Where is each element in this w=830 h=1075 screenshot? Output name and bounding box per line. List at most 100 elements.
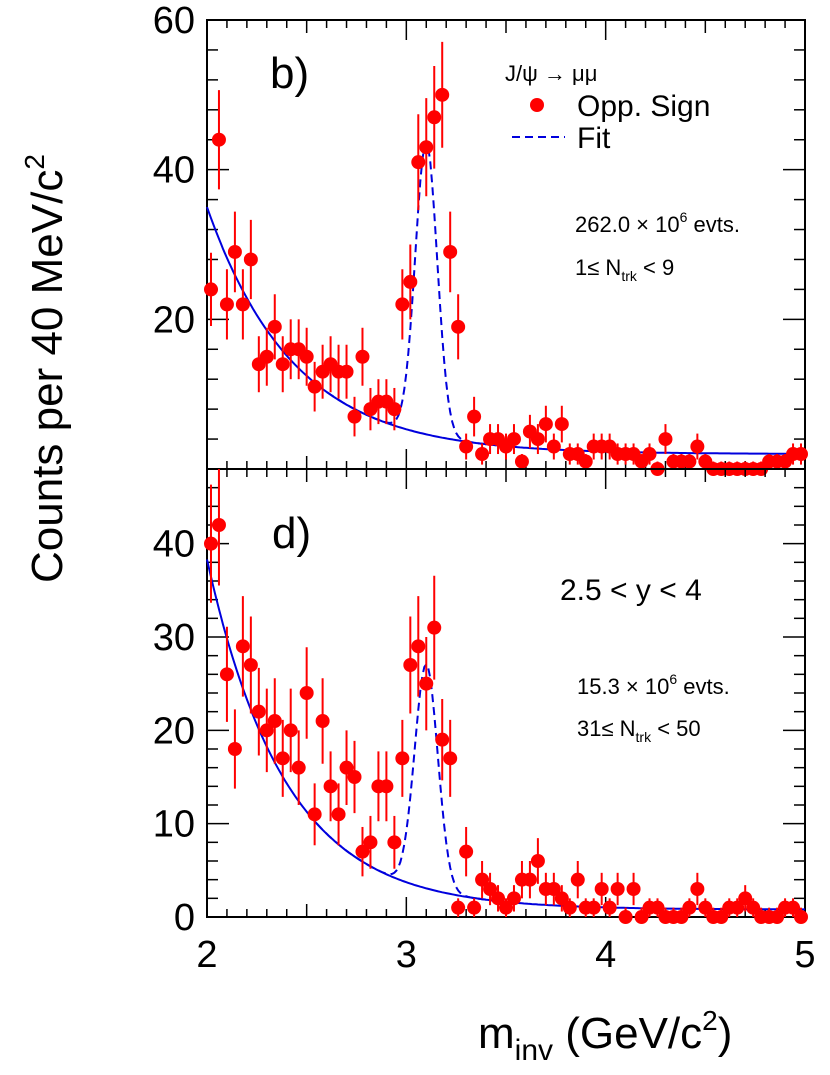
data-point xyxy=(243,658,258,672)
data-point xyxy=(451,319,466,334)
data-point xyxy=(259,723,274,738)
data-point xyxy=(506,891,521,906)
data-point xyxy=(219,297,234,312)
data-point xyxy=(395,297,410,312)
data-point xyxy=(530,854,545,868)
data-point xyxy=(690,882,705,896)
data-point xyxy=(491,891,506,906)
panel-b-label: b) xyxy=(270,49,309,98)
data-point xyxy=(307,807,322,822)
data-point xyxy=(634,910,649,924)
data-point xyxy=(251,704,266,719)
data-point xyxy=(435,87,450,102)
legend-label-fit: Fit xyxy=(577,122,611,155)
data-point xyxy=(267,714,282,728)
data-point xyxy=(259,349,274,364)
data-point xyxy=(299,686,314,700)
panel-d-events-sup: 6 xyxy=(669,671,677,687)
data-point xyxy=(227,742,242,756)
data-point xyxy=(235,297,250,312)
panel-b-ntrk-main: 1≤ N xyxy=(575,255,621,280)
data-point xyxy=(730,900,745,915)
data-point xyxy=(682,454,697,469)
y-tick-label: 60 xyxy=(153,0,195,42)
y-tick-label: 30 xyxy=(153,617,195,659)
data-point xyxy=(427,110,442,125)
data-point xyxy=(323,779,338,794)
panel-b-tick-labels: 20 40 60 xyxy=(153,0,195,341)
data-point xyxy=(467,409,482,424)
x-tick-label: 3 xyxy=(396,934,417,976)
x-axis-title-unit: (GeV/c xyxy=(553,1009,702,1058)
data-point xyxy=(411,639,426,654)
data-point xyxy=(307,379,322,394)
data-point xyxy=(626,882,641,896)
y-tick-label: 40 xyxy=(153,524,195,566)
data-point xyxy=(586,900,601,915)
fit-total-line xyxy=(315,662,497,902)
panel-b-events-tail: evts. xyxy=(687,212,740,237)
data-point xyxy=(538,417,553,432)
data-point xyxy=(283,723,298,738)
data-point xyxy=(499,900,513,915)
panel-d-ntrk-tail: < 50 xyxy=(651,716,701,741)
data-point xyxy=(403,658,418,672)
y-tick-label: 20 xyxy=(153,710,195,752)
data-point xyxy=(698,900,713,915)
data-point xyxy=(275,357,290,372)
fit-background-line xyxy=(206,206,805,455)
data-point xyxy=(570,872,585,887)
data-point xyxy=(578,454,593,469)
data-point xyxy=(786,900,801,915)
y-axis-title: Counts per 40 MeV/c2 xyxy=(19,154,72,583)
data-point xyxy=(514,454,529,469)
panel-d-label: d) xyxy=(272,509,311,558)
x-axis-title-main: m xyxy=(478,1009,515,1058)
x-axis-title-sup: 2 xyxy=(702,1005,718,1036)
y-tick-label: 40 xyxy=(153,150,195,192)
data-point xyxy=(483,882,498,896)
data-point xyxy=(243,252,258,267)
data-point xyxy=(347,770,362,784)
data-point xyxy=(419,140,434,155)
data-point xyxy=(355,349,370,364)
data-point xyxy=(794,910,809,924)
data-point xyxy=(650,900,665,915)
y-axis-title-sup: 2 xyxy=(19,154,50,170)
data-point xyxy=(618,910,633,924)
x-axis-title-close: ) xyxy=(718,1009,733,1058)
panel-d-events: 15.3 × 106 evts. xyxy=(577,671,730,699)
panel-d-ntrk: 31≤ Ntrk < 50 xyxy=(577,716,701,745)
data-point xyxy=(427,620,442,635)
x-tick-label: 2 xyxy=(196,934,217,976)
data-point xyxy=(682,900,697,915)
data-point xyxy=(395,751,410,766)
data-point xyxy=(267,319,282,334)
data-point xyxy=(674,910,689,924)
data-point xyxy=(203,536,218,551)
data-point xyxy=(387,835,402,850)
data-point xyxy=(355,844,370,859)
panel-b-events-main: 262.0 × 10 xyxy=(575,212,680,237)
y-tick-label: 10 xyxy=(153,804,195,846)
data-point xyxy=(459,439,474,454)
data-point xyxy=(299,349,314,364)
data-point xyxy=(602,900,617,915)
panel-b: 20 40 60 b) J/ψ → μμ Opp. Sign Fit 262.0 ×… xyxy=(153,0,809,476)
data-point xyxy=(690,439,705,454)
data-point xyxy=(379,779,394,794)
panel-d-ticks xyxy=(206,468,806,918)
panel-b-ntrk-sub: trk xyxy=(621,268,638,284)
panel-d-ntrk-main: 31≤ N xyxy=(577,716,636,741)
data-point xyxy=(347,409,362,424)
data-point xyxy=(275,751,290,766)
y-axis-title-text: Counts per 40 MeV/c xyxy=(23,170,72,583)
data-point xyxy=(387,402,402,417)
data-point xyxy=(610,882,625,896)
data-point xyxy=(435,732,450,747)
panel-d-tick-labels: 0 10 20 30 40 2 3 4 5 xyxy=(153,524,816,976)
data-point xyxy=(546,439,561,454)
data-point xyxy=(339,760,354,775)
data-point xyxy=(530,432,545,447)
